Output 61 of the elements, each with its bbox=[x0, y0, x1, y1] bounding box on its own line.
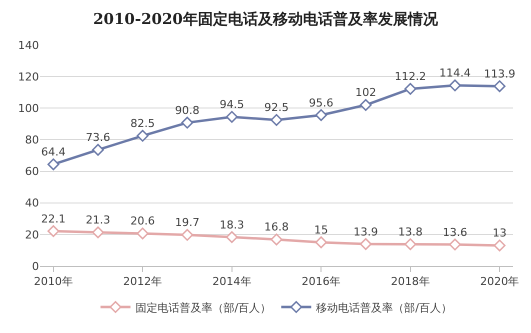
data-label: 16.8 bbox=[264, 220, 289, 234]
x-tick-label: 2010年 bbox=[34, 275, 73, 288]
point bbox=[226, 110, 238, 123]
y-tick-label: 140 bbox=[18, 38, 39, 52]
data-label: 15 bbox=[314, 224, 328, 237]
point bbox=[360, 99, 372, 111]
y-tick-label: 20 bbox=[25, 228, 39, 242]
y-tick-label: 80 bbox=[25, 134, 39, 147]
data-label: 112.2 bbox=[394, 70, 426, 84]
y-tick-label: 0 bbox=[32, 260, 39, 273]
data-label: 13 bbox=[492, 226, 507, 240]
point bbox=[270, 114, 282, 126]
x-tick-label: 2014年 bbox=[212, 275, 252, 288]
data-label: 19.7 bbox=[175, 216, 200, 230]
point bbox=[136, 130, 149, 142]
y-tick-label: 60 bbox=[25, 165, 39, 178]
legend-label: 固定电话普及率（部/百人） bbox=[136, 301, 272, 314]
legend-label: 移动电话普及率（部/百人） bbox=[316, 301, 452, 314]
y-tick-label: 120 bbox=[18, 70, 39, 84]
point bbox=[92, 226, 104, 238]
point bbox=[494, 240, 506, 252]
x-tick-label: 2016年 bbox=[302, 275, 341, 288]
point bbox=[449, 79, 461, 92]
data-label: 92.5 bbox=[264, 101, 289, 114]
data-label: 22.1 bbox=[41, 212, 66, 226]
point bbox=[92, 144, 104, 156]
data-label: 82.5 bbox=[130, 117, 155, 130]
point bbox=[360, 238, 372, 250]
point bbox=[270, 234, 282, 246]
data-label: 95.6 bbox=[308, 96, 334, 110]
point bbox=[404, 238, 416, 250]
data-label: 94.5 bbox=[220, 98, 244, 112]
data-label: 20.6 bbox=[130, 214, 155, 228]
data-label: 73.6 bbox=[86, 131, 110, 144]
point bbox=[449, 238, 461, 250]
point bbox=[47, 225, 60, 238]
data-label: 64.4 bbox=[41, 146, 66, 159]
point bbox=[494, 80, 506, 92]
data-label: 13.8 bbox=[398, 225, 423, 238]
point bbox=[181, 228, 194, 241]
y-tick-label: 40 bbox=[25, 196, 39, 210]
data-label: 113.9 bbox=[484, 67, 516, 80]
data-label: 13.9 bbox=[354, 225, 378, 238]
data-label: 13.6 bbox=[442, 226, 468, 239]
x-tick-label: 2018年 bbox=[390, 275, 430, 288]
point bbox=[47, 158, 60, 170]
point bbox=[226, 231, 238, 244]
data-label: 114.4 bbox=[439, 66, 471, 80]
data-label: 18.3 bbox=[220, 218, 244, 232]
point bbox=[181, 116, 194, 129]
x-tick-label: 2012年 bbox=[123, 275, 162, 288]
y-tick-label: 100 bbox=[18, 102, 39, 115]
x-tick-label: 2020年 bbox=[480, 275, 520, 288]
point bbox=[404, 82, 416, 95]
data-label: 90.8 bbox=[175, 104, 200, 117]
point bbox=[315, 109, 328, 122]
data-label: 21.3 bbox=[86, 214, 110, 227]
point bbox=[136, 228, 149, 240]
chart-title: 2010-2020年固定电话及移动电话普及率发展情况 bbox=[93, 10, 439, 28]
data-label: 102 bbox=[355, 86, 376, 100]
point bbox=[315, 236, 328, 248]
